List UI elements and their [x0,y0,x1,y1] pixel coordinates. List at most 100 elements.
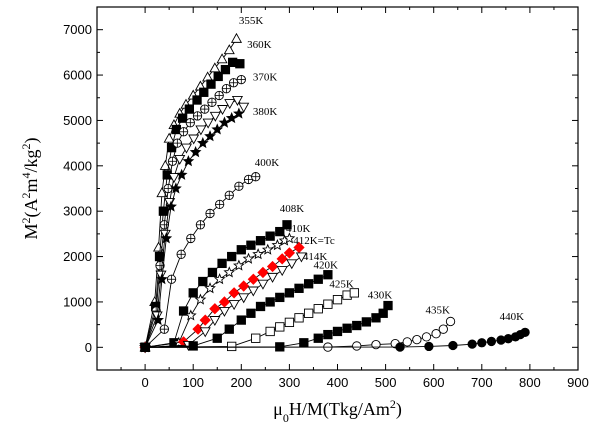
data-point [213,273,226,285]
data-point [332,326,343,337]
marker-shape [342,323,352,333]
data-point [265,326,275,337]
data-point [192,95,202,105]
marker-shape [294,313,304,323]
marker-shape [252,248,265,260]
marker-shape [188,288,198,298]
marker-shape [177,113,188,123]
data-point [255,236,266,246]
marker-shape [163,132,175,143]
y-axis-title-part: M [21,224,41,240]
marker-shape [486,336,497,347]
marker-shape [286,259,298,270]
series-label: 400K [255,157,280,169]
data-point [238,102,250,113]
marker-shape [266,260,279,273]
marker-shape [195,125,207,136]
data-point [200,104,210,114]
data-point [235,59,245,69]
marker-shape [225,111,238,124]
marker-shape [276,253,288,265]
data-point [283,247,296,259]
marker-shape [431,329,441,339]
data-point [233,107,245,119]
series-label: 430K [368,289,393,301]
data-point [176,249,186,259]
data-point [424,341,434,352]
data-point [223,44,235,55]
data-point [486,336,497,347]
x-axis-title-part: 2 [390,397,396,411]
marker-shape [194,293,207,305]
data-point [174,154,186,165]
series-412k-tc [139,241,305,353]
series-408k [140,220,292,352]
data-point [205,208,215,219]
marker-shape [323,299,333,309]
data-point [223,266,236,278]
data-point [266,272,279,283]
data-point [154,251,165,262]
data-point [185,118,195,128]
marker-shape [207,267,218,278]
marker-shape [265,326,275,337]
data-point [293,241,305,254]
series-label: 412K=Tc [293,235,335,247]
marker-shape [247,286,259,297]
data-point [224,190,234,200]
data-point [477,338,487,348]
data-point [184,309,197,321]
data-point [199,87,209,97]
marker-shape [236,245,246,255]
data-point [167,156,178,166]
data-point [303,308,314,318]
data-point [467,339,477,349]
marker-shape [180,143,193,154]
series-label: 420K [313,259,338,271]
data-point [188,134,200,145]
data-point [159,324,169,334]
data-point [395,342,405,352]
marker-shape [202,118,214,129]
data-point [323,329,333,340]
data-point [156,273,168,285]
data-point [236,74,246,85]
data-point [266,260,279,273]
series-440k [140,327,530,352]
marker-shape [402,337,412,347]
series-label: 408K [280,203,305,215]
x-tick-label: 900 [567,375,589,390]
marker-shape [220,64,231,75]
marker-shape [209,316,221,327]
data-point [228,287,240,299]
data-point [213,71,223,82]
data-point [153,241,165,252]
data-point [214,90,224,101]
data-point [303,279,314,289]
marker-shape [238,293,250,304]
data-point [156,187,168,198]
data-point [180,143,193,154]
y-axis-title-part: (A [21,199,42,218]
x-axis-title-part: H/M(Tkg/Am [289,399,390,420]
data-point [192,111,203,121]
marker-shape [224,324,234,334]
marker-shape [275,322,285,332]
data-point [257,279,269,290]
data-point [284,288,295,298]
data-point [352,320,362,331]
marker-shape [198,276,208,287]
y-tick-label: 1000 [63,294,92,309]
series-label: 440K [500,311,525,323]
data-point [402,337,412,347]
marker-shape [199,314,211,326]
marker-shape [238,102,250,113]
marker-shape [255,236,266,246]
data-point [215,199,225,210]
marker-shape [199,327,211,338]
data-point [228,300,240,311]
marker-shape [189,146,202,158]
marker-shape [223,44,235,55]
data-point [261,243,274,255]
y-tick-label: 2000 [63,249,92,264]
